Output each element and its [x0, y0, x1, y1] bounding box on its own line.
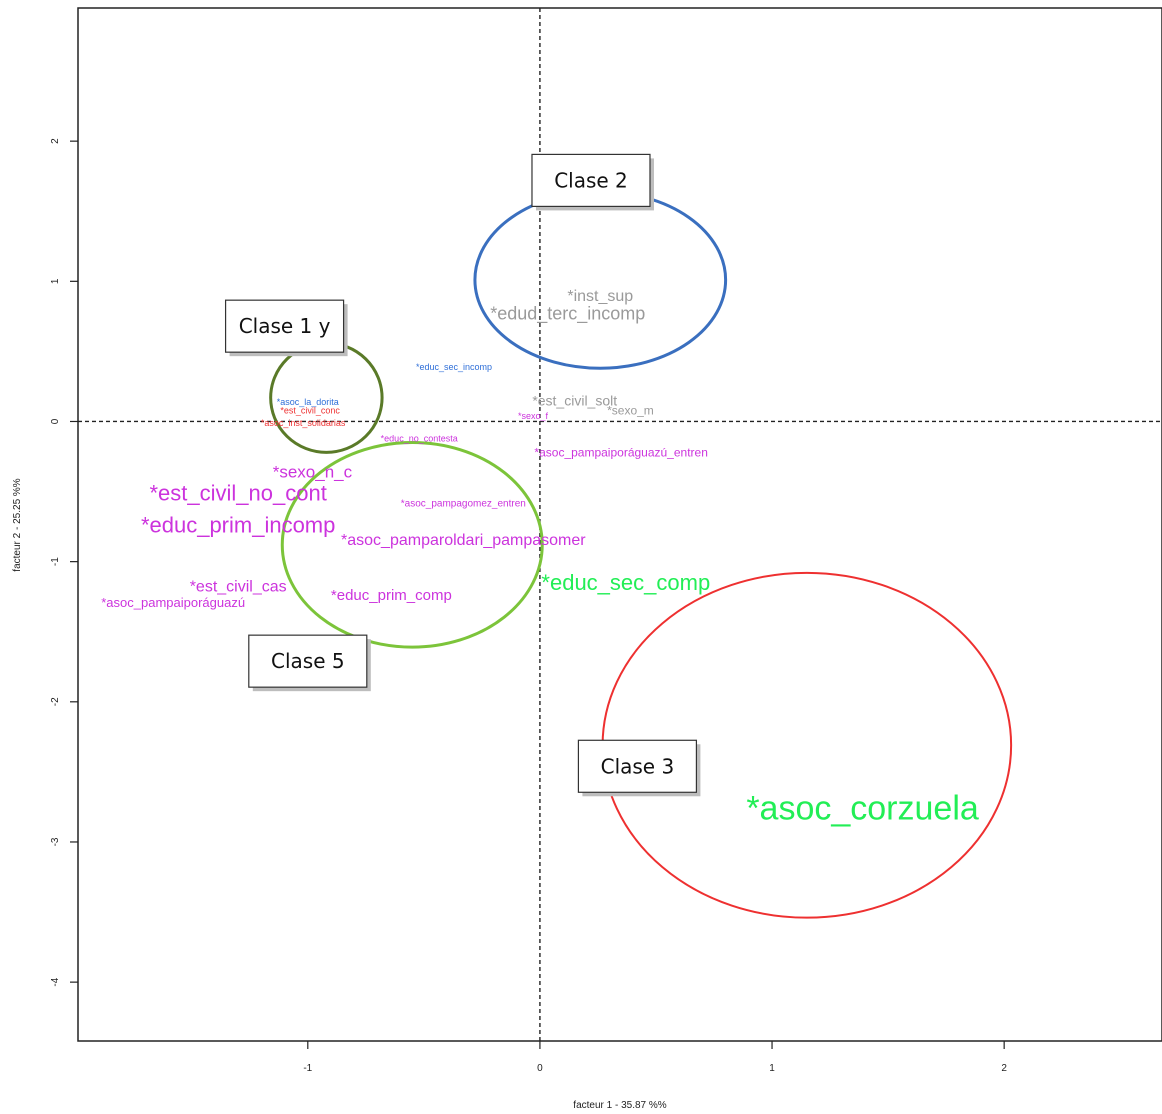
- class-box-label: Clase 3: [601, 754, 675, 778]
- point-label: *sexo_m: [607, 403, 654, 417]
- point-label: *asoc_corzuela: [746, 789, 979, 827]
- point-label: *asoc_pampaiporáguazú: [101, 595, 245, 610]
- y-tick-label: -2: [50, 697, 61, 706]
- point-label: *asoc_pampaiporáguazú_entren: [534, 445, 707, 459]
- point-label: *asoc_pamparoldari_pampasomer: [341, 532, 586, 549]
- x-tick-label: -1: [303, 1063, 312, 1074]
- reference-lines: [78, 8, 1162, 1041]
- y-tick-label: -1: [50, 557, 61, 566]
- class-annotations: Clase 2 Clase 1 y Clase 5 Clase 3: [224, 153, 701, 797]
- point-label: *est_civil_no_cont: [149, 480, 326, 505]
- point-label: *est_civil_conc: [280, 405, 340, 415]
- y-tick-label: 0: [50, 418, 61, 424]
- point-label: *edud_terc_incomp: [490, 304, 645, 325]
- cluster-ellipse: [473, 190, 728, 370]
- class-box: [577, 739, 698, 793]
- x-tick-label: 0: [537, 1063, 543, 1074]
- modality-labels: *inst_sup*edud_terc_incomp *educ_sec_inco…: [101, 288, 979, 827]
- point-label: *educ_prim_incomp: [141, 513, 335, 538]
- point-label: *est_civil_solt: [532, 392, 617, 408]
- class-box-label: Clase 2: [554, 168, 628, 192]
- point-label: *educ_sec_comp: [541, 570, 710, 595]
- axes: -1 0 1 2 -4 -3 -2 -1 0 1 2: [50, 138, 1007, 1074]
- point-label: *asoc_inst_solidarias: [261, 418, 346, 428]
- y-tick-label: 2: [50, 138, 61, 144]
- class-box-label: Clase 1 y: [239, 314, 331, 338]
- x-axis-title: facteur 1 - 35.87 %%: [573, 1100, 666, 1111]
- point-label: *educ_prim_comp: [331, 587, 452, 604]
- point-label: *educ_sec_incomp: [416, 362, 492, 372]
- point-label: *inst_sup: [567, 288, 633, 305]
- x-tick-label: 2: [1001, 1063, 1007, 1074]
- class-box-label: Clase 5: [271, 649, 345, 673]
- point-label: *sexo_n_c: [273, 462, 353, 481]
- class-box: [224, 299, 345, 353]
- class-box: [248, 634, 368, 688]
- point-label: *sexo_f: [518, 411, 549, 421]
- y-tick-label: -3: [50, 837, 61, 846]
- point-label: *educ_no_contesta: [381, 433, 458, 443]
- class-box: [531, 153, 651, 208]
- point-label: *asoc_la_dorita: [277, 397, 339, 407]
- point-label: *asoc_pampagomez_entren: [401, 499, 526, 510]
- x-tick-label: 1: [769, 1063, 775, 1074]
- cluster-ellipse: [280, 441, 544, 649]
- point-label: *est_civil_cas: [190, 578, 287, 595]
- plot-frame: [77, 7, 1162, 1042]
- y-axis-title: facteur 2 - 25.25 %%: [12, 478, 23, 571]
- y-tick-label: -4: [50, 977, 61, 986]
- y-tick-label: 1: [50, 278, 61, 284]
